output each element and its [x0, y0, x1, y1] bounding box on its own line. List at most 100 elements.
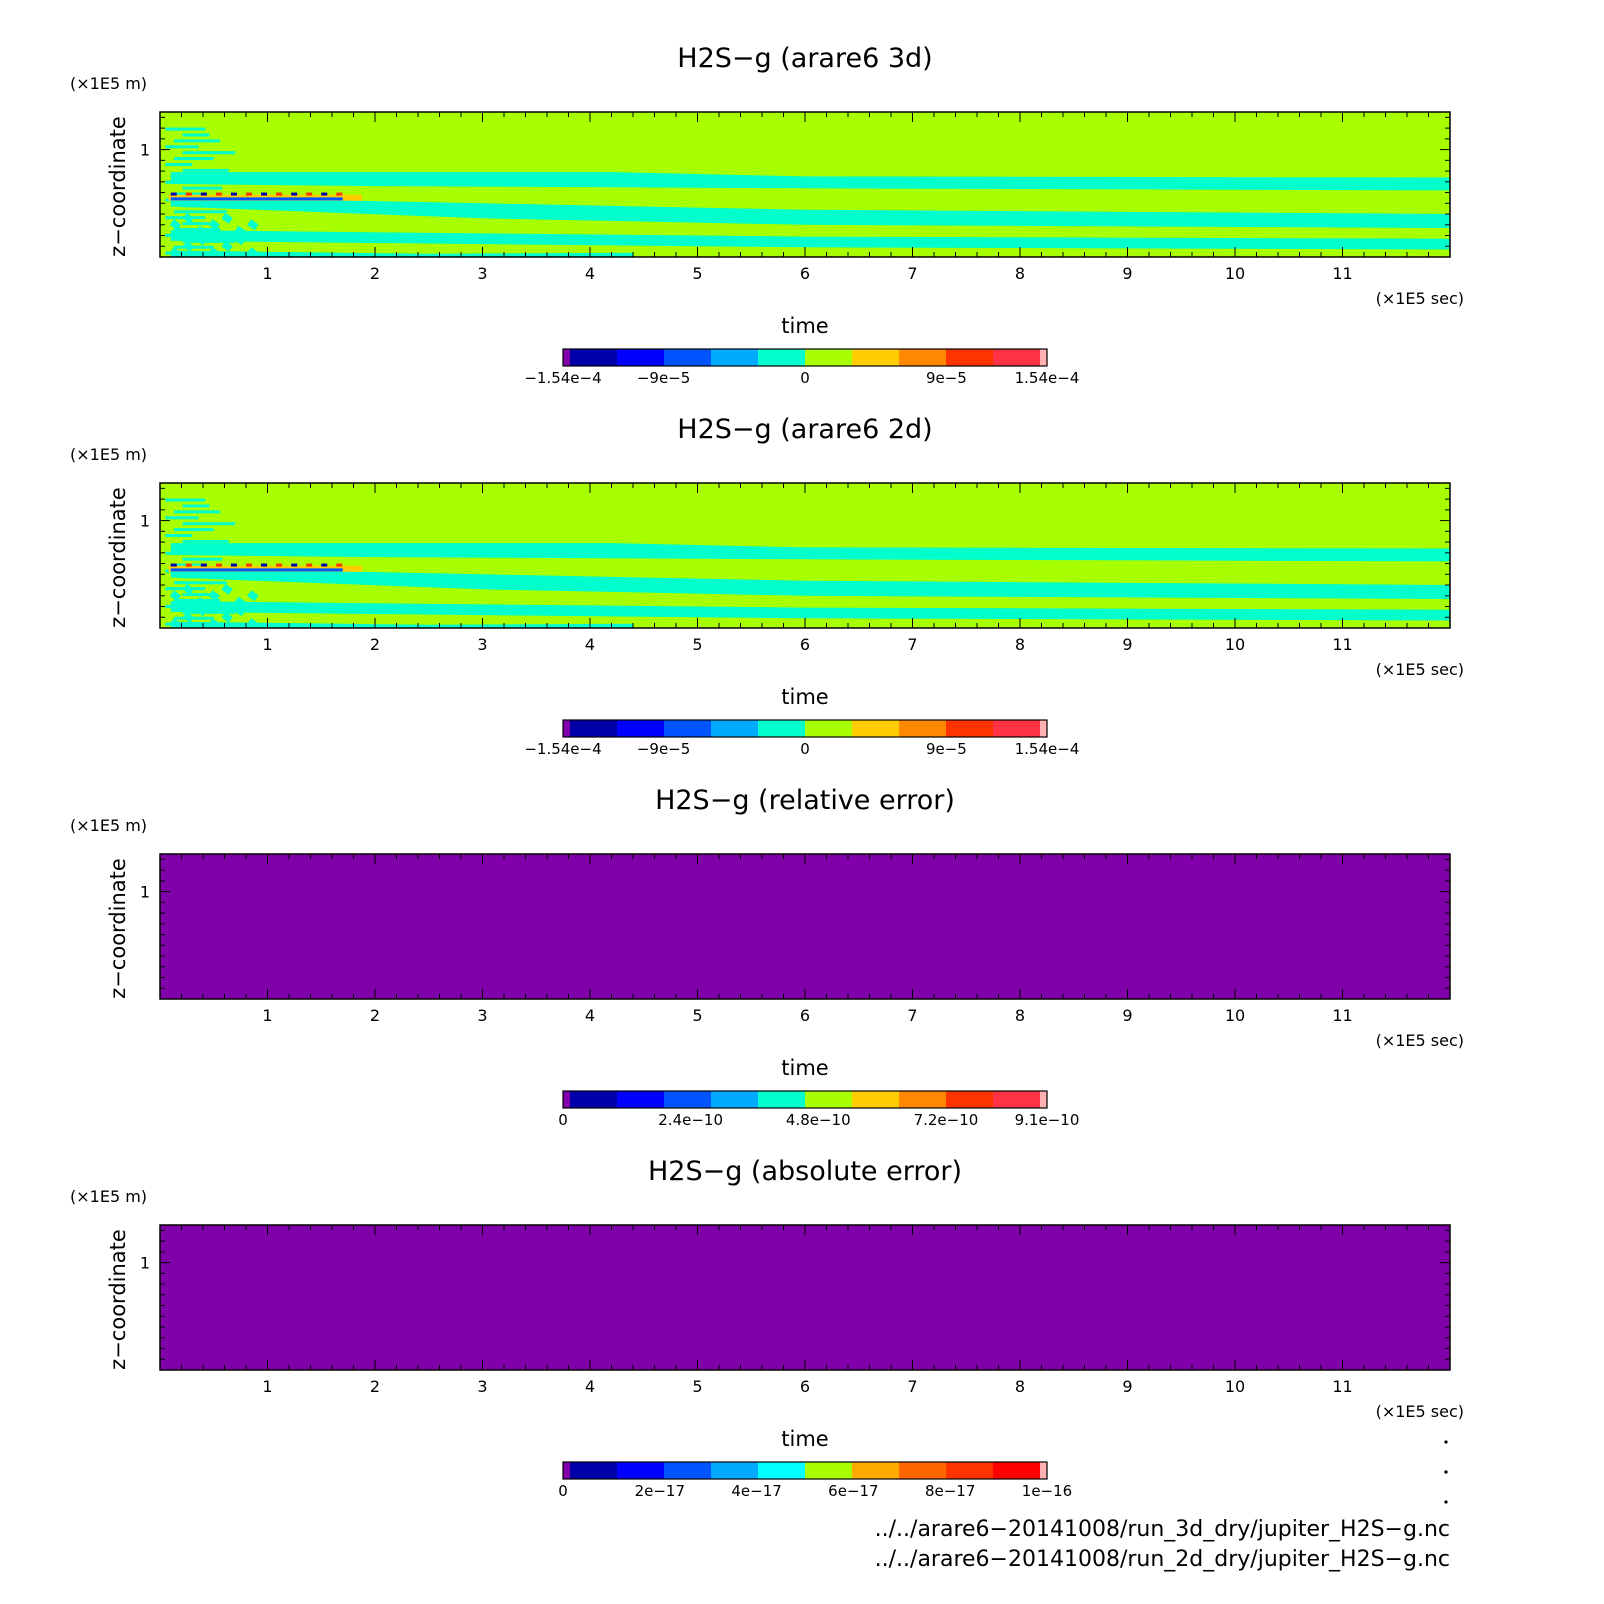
x-tick-label: 4: [585, 264, 595, 283]
y-tick-label: 1: [140, 141, 150, 160]
turbulent-streak: [182, 539, 229, 543]
turbulent-cell: [221, 611, 233, 623]
x-tick-label: 4: [585, 635, 595, 654]
colorbar-frame: [562, 348, 1048, 367]
x-tick-label: 7: [907, 1006, 917, 1025]
turbulent-streak: [173, 245, 214, 249]
turbulent-cell: [234, 225, 246, 237]
anomaly-spot: [276, 563, 283, 567]
x-tick-label: 1: [262, 264, 272, 283]
turbulent-streak: [173, 174, 208, 178]
turbulent-streak: [182, 204, 216, 208]
x-tick-label: 5: [692, 1377, 702, 1396]
colorbar-swatch: [617, 720, 665, 737]
colorbar-swatch: [993, 349, 1041, 366]
panel-title: H2S−g (absolute error): [648, 1156, 962, 1187]
colorbar-swatch: [664, 1091, 712, 1108]
turbulent-cell: [234, 596, 246, 608]
y-unit-label: (×1E5 m): [70, 1187, 147, 1206]
anomaly-spot: [291, 563, 298, 567]
colorbar-swatch: [899, 1091, 947, 1108]
turbulent-streak: [173, 528, 214, 532]
anomaly-layer: [170, 197, 343, 201]
panel-4: H2S−g (absolute error) (×1E5 m) 1 2 3 4 5 6 7 8 9 1…: [70, 1156, 1464, 1500]
colorbar-label: −1.54e−4: [524, 740, 601, 758]
contour-band: [170, 250, 634, 257]
turbulent-cell: [195, 605, 208, 617]
x-tick-label: 9: [1122, 635, 1132, 654]
colorbar-swatch: [617, 1462, 665, 1479]
contour-band: [170, 621, 634, 628]
x-tick-label: 5: [692, 1006, 702, 1025]
x-tick-label: 7: [907, 635, 917, 654]
colorbar-swatch: [711, 1462, 759, 1479]
turbulent-streak: [173, 139, 221, 143]
x-tick-label: 5: [692, 264, 702, 283]
colorbar-swatch: [946, 720, 994, 737]
heatmap-field: [160, 1225, 1450, 1370]
x-tick-label: 3: [477, 264, 487, 283]
turbulent-cell: [169, 247, 182, 257]
anomaly-spot: [261, 563, 268, 567]
x-tick-label: 2: [370, 1006, 380, 1025]
turbulent-streak: [165, 534, 193, 538]
colorbar-label: 9.1e−10: [1015, 1111, 1080, 1129]
anomaly-spot: [261, 192, 268, 196]
colorbar-swatch: [852, 349, 900, 366]
turbulent-streak: [173, 510, 221, 514]
y-axis-label: z−coordinate: [106, 116, 130, 257]
colorbar-label: 9e−5: [926, 369, 967, 387]
turbulent-streak: [182, 186, 223, 190]
colorbar-swatch: [805, 720, 853, 737]
turbulent-streak: [182, 522, 236, 526]
x-axis-label: time: [781, 1427, 828, 1451]
y-axis-label: z−coordinate: [106, 858, 130, 999]
anomaly-spot: [276, 192, 283, 196]
colorbar-label: 2.4e−10: [658, 1111, 723, 1129]
colorbar-label: 4.8e−10: [786, 1111, 851, 1129]
colorbar-swatch: [758, 349, 806, 366]
x-tick-label: 1: [262, 1006, 272, 1025]
turbulent-streak: [182, 504, 210, 508]
x-tick-label: 8: [1015, 1006, 1025, 1025]
contour-band: [170, 601, 1450, 621]
anomaly-spot: [215, 563, 222, 567]
marker-dot: [1444, 1500, 1448, 1504]
colorbar-swatch: [946, 1091, 994, 1108]
x-tick-label: 9: [1122, 264, 1132, 283]
colorbar-label: 0: [558, 1482, 568, 1500]
anomaly-spot: [306, 563, 313, 567]
colorbar-swatch: [617, 1091, 665, 1108]
anomaly-spot: [321, 192, 328, 196]
heatmap-field: [160, 854, 1450, 999]
turbulent-cell: [221, 240, 233, 252]
colorbar-swatch: [946, 1462, 994, 1479]
y-axis-label: z−coordinate: [106, 1229, 130, 1370]
x-tick-label: 6: [800, 1006, 810, 1025]
colorbar-swatch: [570, 720, 618, 737]
x-tick-label: 9: [1122, 1377, 1132, 1396]
turbulent-cell: [221, 212, 233, 224]
turbulent-streak: [182, 593, 210, 597]
turbulent-streak: [182, 151, 236, 155]
turbulent-streak: [165, 163, 193, 167]
turbulent-cell: [195, 225, 208, 237]
x-tick-label: 3: [477, 1377, 487, 1396]
colorbar-label: 7.2e−10: [914, 1111, 979, 1129]
turbulent-streak: [182, 222, 210, 226]
turbulent-cell: [182, 611, 195, 623]
colorbar: −1.54e−4 −9e−5 0 9e−5 1.54e−4: [524, 348, 1079, 387]
heatmap-field: [160, 112, 1450, 257]
colorbar-swatch: [758, 1091, 806, 1108]
y-tick-label: 1: [140, 1254, 150, 1273]
x-tick-label: 10: [1225, 264, 1245, 283]
turbulent-streak: [165, 551, 219, 555]
turbulent-cell: [169, 219, 182, 231]
contour-band: [170, 230, 1450, 250]
y-unit-label: (×1E5 m): [70, 445, 147, 464]
anomaly-spot: [170, 192, 177, 196]
colorbar-swatch: [993, 1462, 1041, 1479]
turbulent-streak: [165, 180, 219, 184]
colorbar-swatch: [664, 349, 712, 366]
colorbar-frame: [562, 1461, 1048, 1480]
